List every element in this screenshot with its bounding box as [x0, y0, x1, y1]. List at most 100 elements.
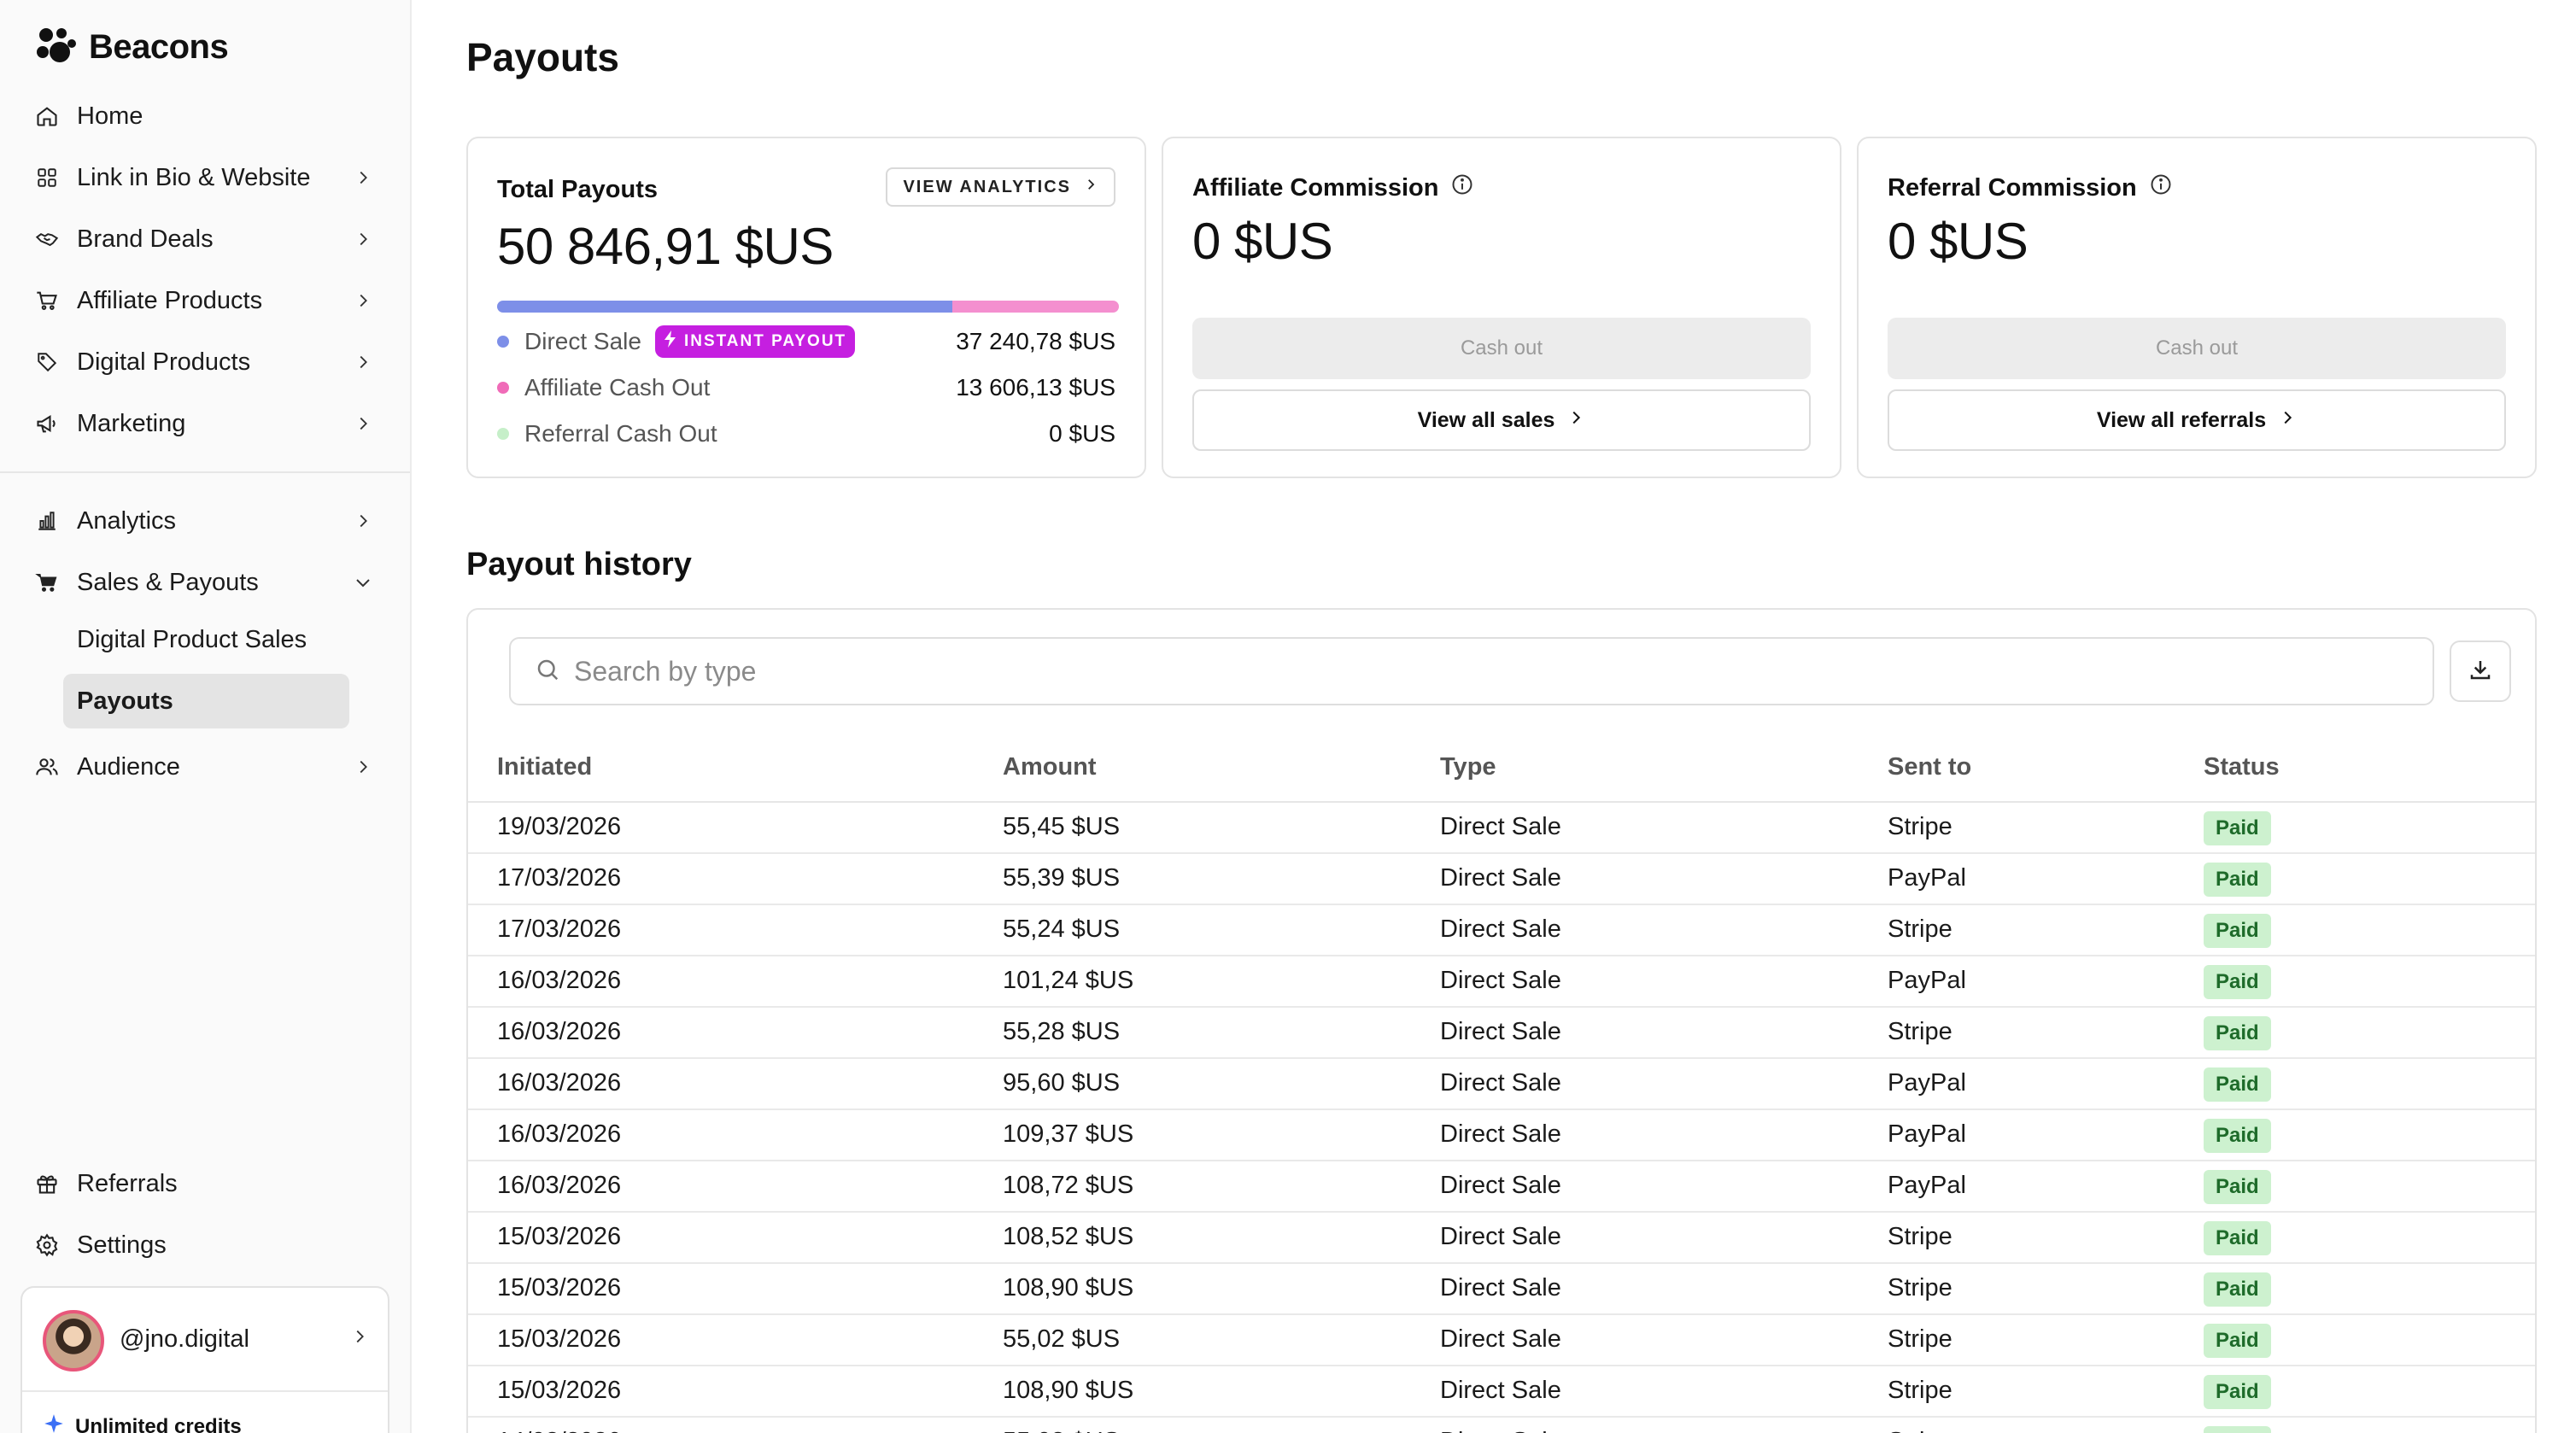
table-header: Initiated Amount Type Sent to Status	[468, 734, 2535, 803]
user-handle: @jno.digital	[120, 1325, 249, 1353]
payout-split-bar	[497, 301, 1119, 313]
chevron-right-icon	[350, 288, 376, 313]
sidebar-item-digital-products[interactable]: Digital Products	[34, 338, 376, 386]
status-badge: Paid	[2204, 914, 2271, 948]
sidebar-subitem-label: Digital Product Sales	[77, 625, 307, 653]
sidebar-item-home[interactable]: Home	[34, 92, 376, 140]
table-row[interactable]: 16/03/2026 101,24 $US Direct Sale PayPal Pai…	[468, 956, 2535, 1008]
sidebar: Beacons Home Link in Bio & Website Brand…	[0, 0, 412, 1433]
table-row[interactable]: 16/03/2026 109,37 $US Direct Sale PayPal Pai…	[468, 1110, 2535, 1161]
column-header-type[interactable]: Type	[1440, 753, 1496, 781]
sidebar-item-marketing[interactable]: Marketing	[34, 400, 376, 447]
sidebar-divider	[0, 471, 410, 473]
table-row[interactable]: 15/03/2026 108,90 $US Direct Sale Stripe Pai…	[468, 1264, 2535, 1315]
column-header-amount[interactable]: Amount	[1003, 753, 1097, 781]
cell-sent-to: PayPal	[1888, 1172, 1966, 1199]
legend-label: Referral Cash Out	[524, 420, 717, 447]
table-row[interactable]: 15/03/2026 108,52 $US Direct Sale Stripe Pai…	[468, 1213, 2535, 1264]
info-icon[interactable]	[1450, 173, 1474, 203]
table-row[interactable]: 16/03/2026 55,28 $US Direct Sale Stripe Paid	[468, 1008, 2535, 1059]
page-title: Payouts	[466, 35, 619, 79]
view-analytics-button[interactable]: VIEW ANALYTICS	[886, 167, 1115, 207]
cell-type: Direct Sale	[1440, 1172, 1561, 1199]
home-icon	[34, 103, 60, 129]
info-icon[interactable]	[2149, 173, 2173, 203]
cell-amount: 55,24 $US	[1003, 915, 1121, 943]
sidebar-item-audience[interactable]: Audience	[34, 743, 376, 791]
status-badge: Paid	[2204, 863, 2271, 897]
status-badge: Paid	[2204, 1067, 2271, 1102]
cell-sent-to: Stripe	[1888, 1428, 1952, 1433]
cell-type: Direct Sale	[1440, 1325, 1561, 1353]
chevron-down-icon	[350, 570, 376, 595]
table-row[interactable]: 16/03/2026 95,60 $US Direct Sale PayPal Paid	[468, 1059, 2535, 1110]
user-card-divider	[22, 1390, 388, 1392]
sidebar-item-affiliate-products[interactable]: Affiliate Products	[34, 277, 376, 325]
referral-commission-amount: 0 $US	[1888, 213, 2029, 270]
sidebar-item-referrals[interactable]: Referrals	[34, 1160, 376, 1208]
table-row[interactable]: 19/03/2026 55,45 $US Direct Sale Stripe Paid	[468, 803, 2535, 854]
cell-sent-to: Stripe	[1888, 1274, 1952, 1301]
download-button[interactable]	[2450, 640, 2511, 702]
cell-sent-to: PayPal	[1888, 1120, 1966, 1148]
sidebar-item-link-in-bio[interactable]: Link in Bio & Website	[34, 154, 376, 202]
user-card[interactable]: @jno.digital Unlimited credits	[20, 1286, 389, 1433]
cell-initiated: 17/03/2026	[497, 915, 622, 943]
search-icon	[535, 657, 560, 687]
sidebar-item-settings[interactable]: Settings	[34, 1221, 376, 1269]
sidebar-item-sales-payouts[interactable]: Sales & Payouts	[34, 559, 376, 606]
search-input[interactable]	[574, 655, 2368, 687]
view-all-sales-button[interactable]: View all sales	[1192, 389, 1811, 451]
legend-dot	[497, 382, 509, 394]
payout-history-table: Initiated Amount Type Sent to Status 19/…	[466, 608, 2537, 1433]
cell-amount: 108,72 $US	[1003, 1172, 1134, 1199]
affiliate-commission-card: Affiliate Commission 0 $US Cash out View…	[1162, 137, 1841, 478]
table-row[interactable]: 15/03/2026 55,02 $US Direct Sale Stripe Paid	[468, 1315, 2535, 1366]
cell-sent-to: PayPal	[1888, 967, 1966, 994]
instant-payout-badge[interactable]: INSTANT PAYOUT	[654, 325, 856, 358]
sidebar-item-brand-deals[interactable]: Brand Deals	[34, 215, 376, 263]
sidebar-item-label: Link in Bio & Website	[77, 163, 311, 191]
cell-sent-to: Stripe	[1888, 915, 1952, 943]
cart-icon	[34, 288, 60, 313]
legend-label: Affiliate Cash Out	[524, 374, 711, 401]
status-badge: Paid	[2204, 1324, 2271, 1358]
sidebar-item-label: Home	[77, 102, 143, 130]
bar-chart-icon	[34, 508, 60, 534]
cell-amount: 55,02 $US	[1003, 1428, 1120, 1433]
legend-value: 13 606,13 $US	[956, 374, 1115, 401]
sidebar-subitem-digital-product-sales[interactable]: Digital Product Sales	[63, 612, 349, 667]
gear-icon	[34, 1232, 60, 1258]
column-header-initiated[interactable]: Initiated	[497, 753, 593, 781]
table-row[interactable]: 17/03/2026 55,24 $US Direct Sale Stripe Paid	[468, 905, 2535, 956]
column-header-sent-to[interactable]: Sent to	[1888, 753, 1972, 781]
table-row[interactable]: 16/03/2026 108,72 $US Direct Sale PayPal Pai…	[468, 1161, 2535, 1213]
legend-affiliate-cash-out: Affiliate Cash Out	[497, 371, 710, 405]
chevron-right-icon	[350, 226, 376, 252]
sidebar-item-analytics[interactable]: Analytics	[34, 497, 376, 545]
download-icon	[2468, 657, 2493, 687]
total-payouts-amount: 50 846,91 $US	[497, 218, 834, 275]
column-header-status[interactable]: Status	[2204, 753, 2280, 781]
cell-initiated: 15/03/2026	[497, 1274, 622, 1301]
table-row[interactable]: 15/03/2026 108,90 $US Direct Sale Stripe Pai…	[468, 1366, 2535, 1418]
credits-text: Unlimited credits	[75, 1414, 242, 1433]
sidebar-subitem-payouts[interactable]: Payouts	[63, 674, 349, 728]
brand-logo[interactable]: Beacons	[34, 26, 229, 68]
cash-out-button[interactable]: Cash out	[1192, 318, 1811, 379]
view-all-referrals-button[interactable]: View all referrals	[1888, 389, 2506, 451]
cell-type: Direct Sale	[1440, 1018, 1561, 1045]
tag-icon	[34, 349, 60, 375]
gift-icon	[34, 1171, 60, 1196]
credits-label: Unlimited credits	[43, 1413, 242, 1433]
table-row[interactable]: 14/03/2026 55,02 $US Direct Sale Stripe Paid	[468, 1418, 2535, 1433]
legend-dot	[497, 428, 509, 440]
search-box[interactable]	[509, 637, 2434, 705]
cell-initiated: 15/03/2026	[497, 1223, 622, 1250]
status-badge: Paid	[2204, 1426, 2271, 1433]
table-row[interactable]: 17/03/2026 55,39 $US Direct Sale PayPal Paid	[468, 854, 2535, 905]
sidebar-item-label: Analytics	[77, 506, 177, 535]
legend-value: 0 $US	[1049, 420, 1115, 447]
cash-out-button[interactable]: Cash out	[1888, 318, 2506, 379]
users-icon	[34, 754, 60, 780]
